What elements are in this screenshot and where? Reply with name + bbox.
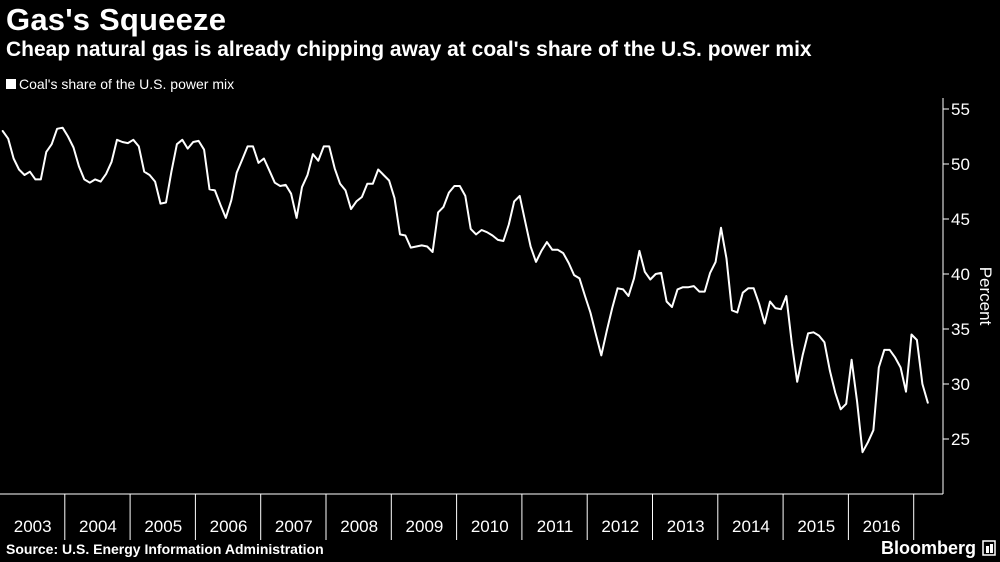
x-tick-label: 2016 <box>863 517 901 536</box>
x-tick-label: 2011 <box>537 517 574 536</box>
x-tick-label: 2004 <box>79 517 117 536</box>
chart-subtitle: Cheap natural gas is already chipping aw… <box>6 38 812 61</box>
y-tick-label: 40 <box>951 265 970 284</box>
x-tick-label: 2012 <box>601 517 639 536</box>
x-tick-label: 2015 <box>797 517 835 536</box>
x-tick-label: 2013 <box>667 517 705 536</box>
bloomberg-logo: Bloomberg <box>880 538 976 558</box>
legend-swatch <box>6 79 16 89</box>
x-tick-label: 2003 <box>14 517 52 536</box>
source-note: Source: U.S. Energy Information Administ… <box>6 541 324 557</box>
y-tick-label: 25 <box>951 430 970 449</box>
x-tick-label: 2014 <box>732 517 770 536</box>
x-tick-label: 2005 <box>144 517 182 536</box>
x-tick-label: 2010 <box>471 517 509 536</box>
x-tick-label: 2009 <box>406 517 444 536</box>
y-tick-label: 45 <box>951 210 970 229</box>
x-tick-label: 2008 <box>340 517 378 536</box>
y-tick-label: 30 <box>951 375 970 394</box>
bloomberg-mark-icon <box>982 540 996 556</box>
series-line-coal-share <box>1 126 929 454</box>
y-axis-title: Percent <box>976 267 995 326</box>
legend: Coal's share of the U.S. power mix <box>6 76 234 92</box>
y-tick-label: 50 <box>951 155 970 174</box>
chart-title: Gas's Squeeze <box>6 2 227 37</box>
x-tick-label: 2006 <box>210 517 248 536</box>
legend-label: Coal's share of the U.S. power mix <box>19 76 235 92</box>
x-tick-label: 2007 <box>275 517 313 536</box>
y-tick-label: 55 <box>951 100 970 119</box>
y-tick-label: 35 <box>951 320 970 339</box>
